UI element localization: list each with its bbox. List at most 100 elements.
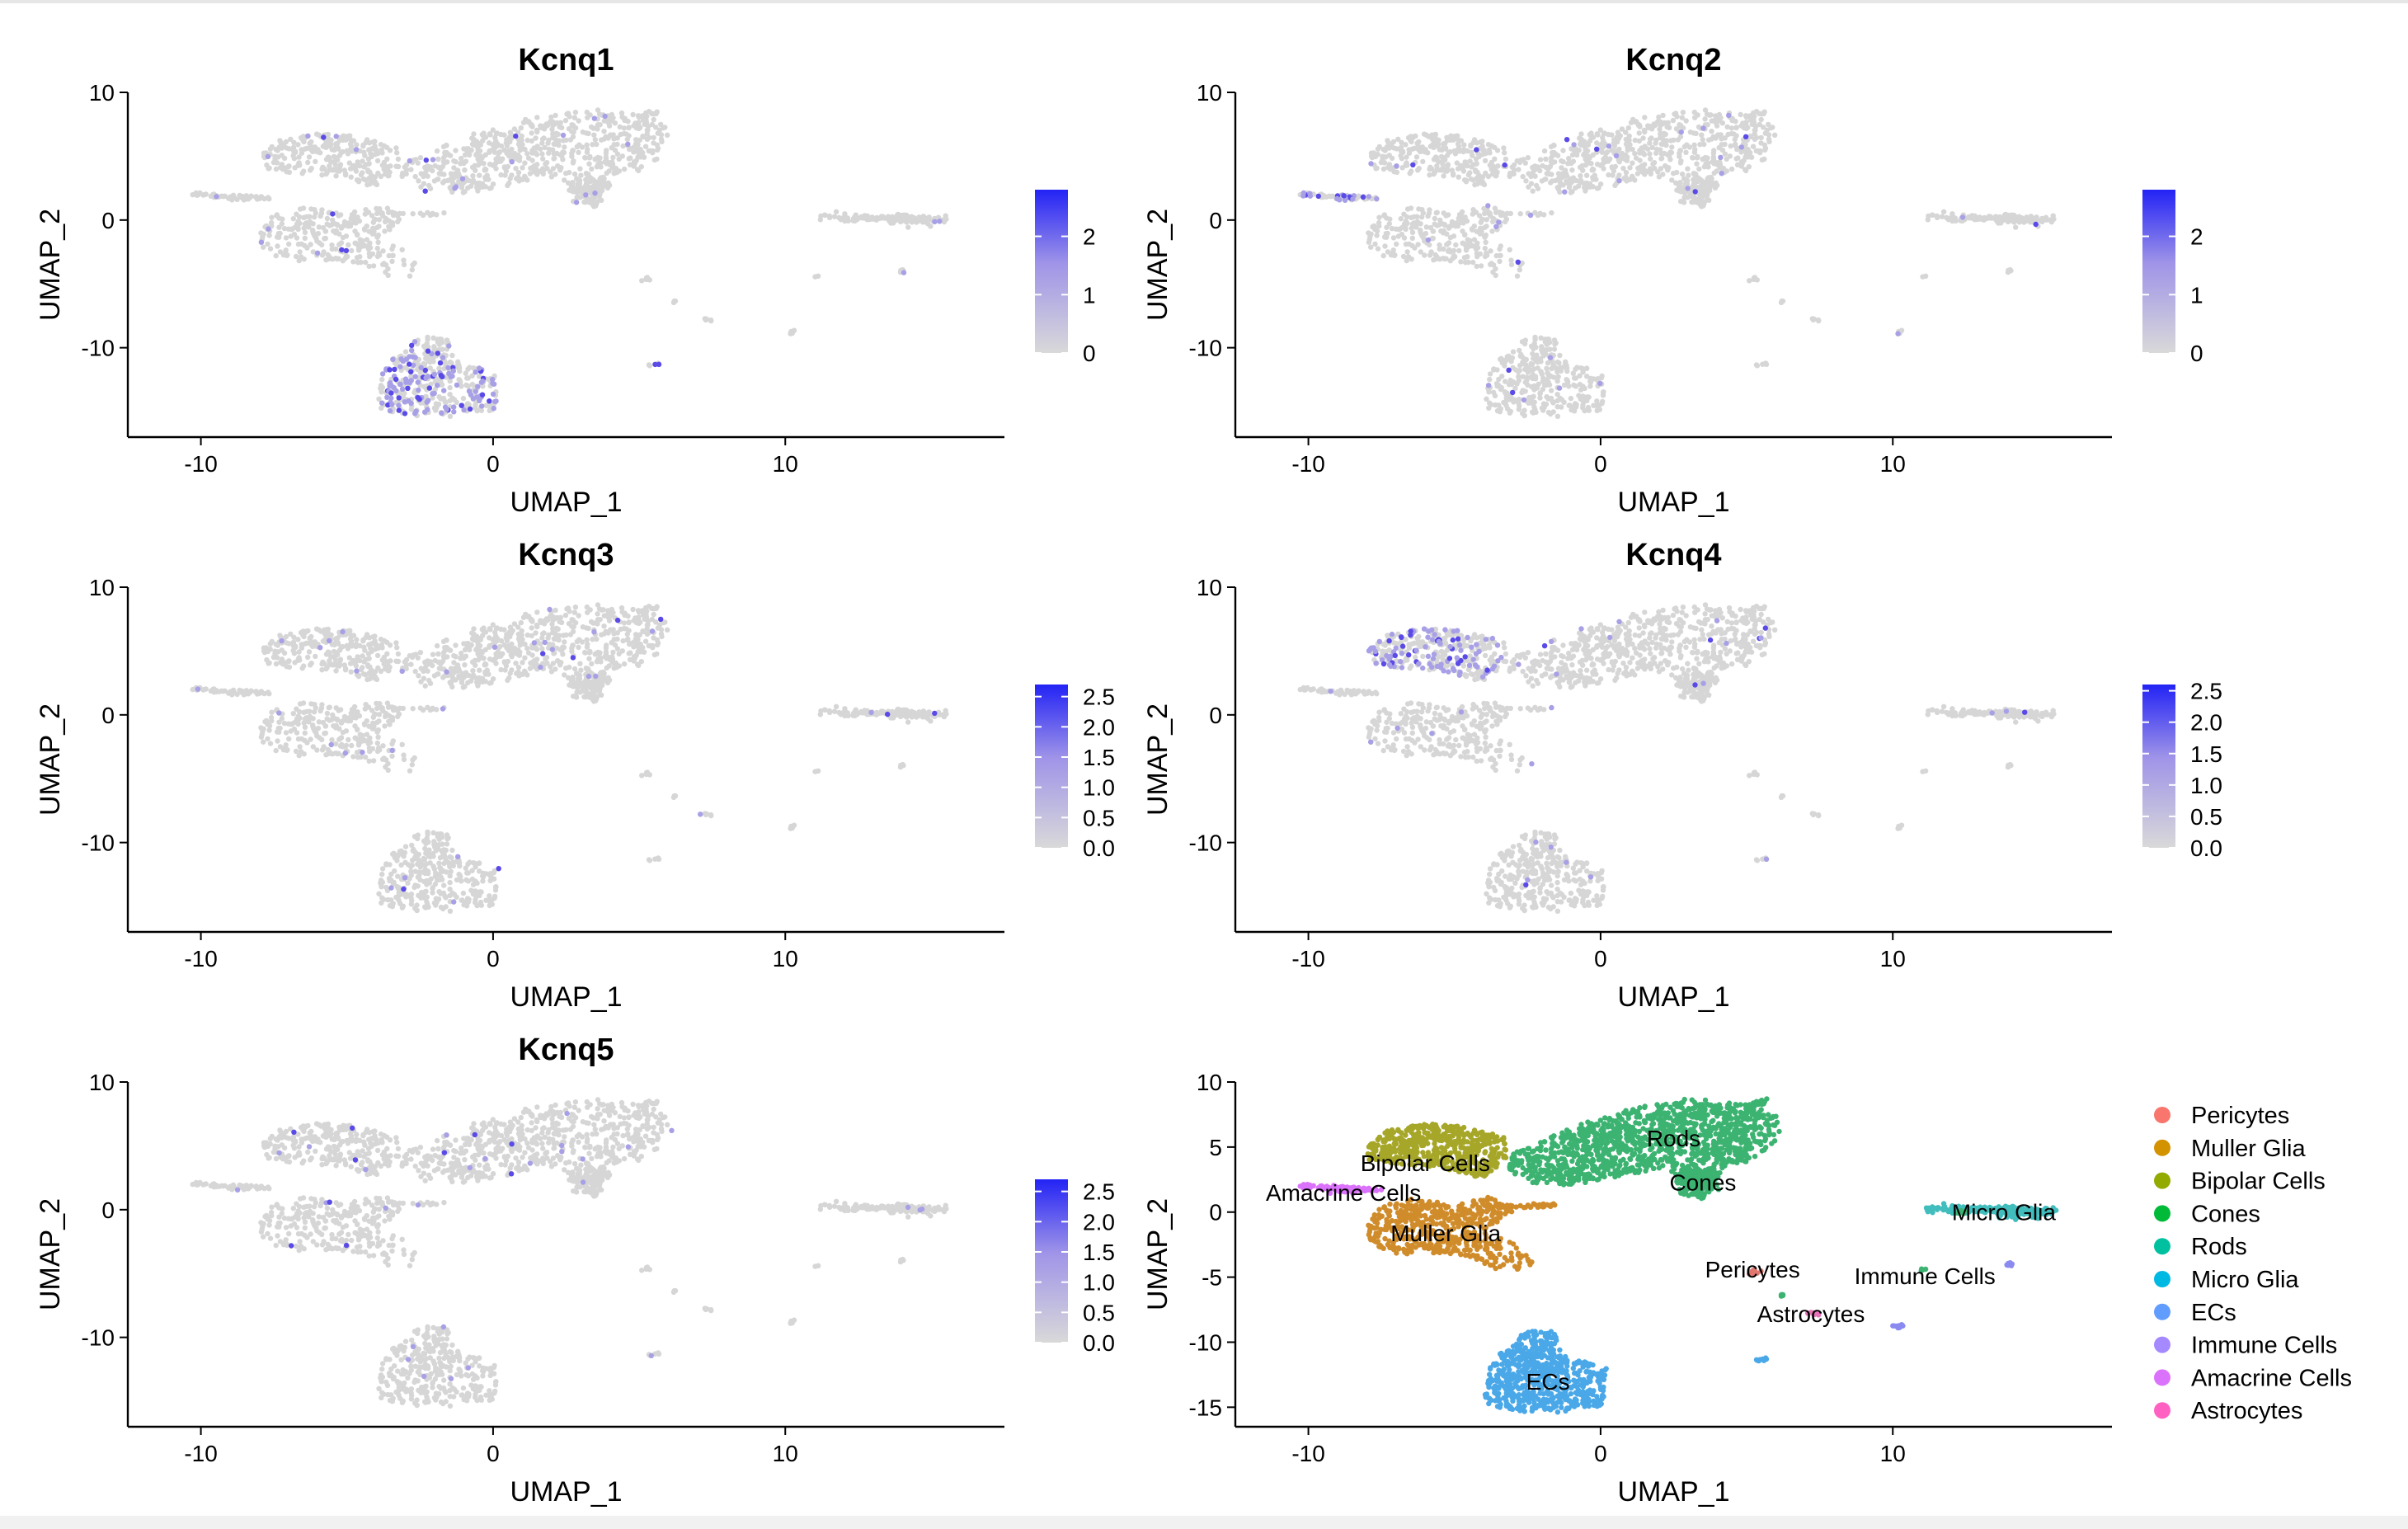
cell-point [822, 212, 828, 218]
expressing-point [1394, 163, 1399, 169]
cell-point [534, 623, 540, 630]
cell-point [451, 175, 457, 181]
cell-point [1503, 398, 1509, 404]
cell-point [522, 146, 528, 153]
cell-point [1719, 147, 1726, 153]
cell-point [463, 382, 469, 388]
cell-point [595, 611, 600, 617]
cell-point [654, 651, 660, 657]
cell-point [549, 126, 555, 132]
cell-point [473, 647, 479, 652]
cell-point [312, 207, 317, 213]
cell-point [1664, 124, 1670, 130]
cell-point [1489, 219, 1496, 225]
expressing-point [467, 406, 473, 412]
expressing-point [426, 398, 431, 403]
cell-point [569, 122, 575, 128]
expressing-point [422, 188, 428, 194]
cell-point [708, 318, 714, 324]
cell-point [374, 233, 380, 239]
expressing-point [407, 354, 412, 360]
cell-point [1641, 152, 1648, 158]
cell-point [1734, 162, 1741, 167]
cell-point [290, 216, 296, 222]
expressing-point [513, 133, 519, 139]
colorbar [2142, 190, 2175, 353]
cell-point [1604, 149, 1611, 155]
cell-point [1432, 135, 1439, 142]
cell-point [595, 161, 601, 167]
cell-point [665, 132, 670, 138]
cell-point [570, 160, 576, 166]
cell-point [1569, 189, 1575, 195]
cell-point [296, 160, 302, 166]
cell-point [477, 158, 482, 164]
cell-point [522, 641, 528, 647]
cell-point [310, 229, 316, 235]
cell-point [313, 235, 319, 241]
expressing-point [439, 410, 444, 416]
cell-point [560, 157, 566, 162]
cell-point [1389, 225, 1395, 232]
expressing-point [393, 376, 399, 383]
y-axis-label: UMAP_2 [35, 209, 66, 321]
cell-point [623, 131, 629, 137]
cell-point [1559, 397, 1565, 402]
cell-point [543, 121, 549, 127]
cell-point [435, 651, 441, 657]
cell-point [1656, 174, 1663, 180]
cell-point [1399, 156, 1405, 162]
cell-point [517, 147, 523, 153]
expressing-point [449, 373, 455, 379]
cell-point [295, 226, 301, 233]
cell-point [447, 398, 453, 404]
cell-point [631, 123, 637, 129]
colorbar-label: 2 [2190, 224, 2203, 250]
cell-point [589, 661, 595, 667]
cell-point [471, 142, 477, 148]
cell-point [346, 220, 352, 226]
cell-point [1746, 164, 1752, 170]
cell-point [1493, 266, 1498, 272]
cell-point [494, 143, 500, 149]
cell-point [427, 357, 433, 363]
cell-point [1530, 350, 1536, 357]
cell-point [659, 633, 665, 639]
expressing-point [430, 157, 436, 162]
cell-point [363, 207, 369, 213]
expressing-point [1493, 223, 1499, 229]
cell-point [434, 642, 440, 649]
cell-point [1601, 130, 1607, 136]
cell-point [1628, 120, 1634, 125]
cell-point [1538, 369, 1544, 374]
cell-point [618, 110, 625, 116]
cell-point [498, 637, 505, 644]
cell-point [501, 627, 507, 633]
expressing-point [1485, 383, 1492, 388]
cell-point [425, 334, 430, 341]
cell-point [594, 636, 600, 642]
cell-point [360, 158, 365, 164]
cell-point [1470, 211, 1476, 217]
cell-point [470, 173, 476, 179]
cell-point [1464, 247, 1470, 252]
cell-point [418, 184, 424, 190]
cell-point [1757, 121, 1762, 128]
cell-point [487, 162, 493, 167]
cell-point [273, 166, 280, 172]
cell-point [1757, 148, 1763, 154]
cell-point [572, 605, 579, 610]
cell-point [505, 182, 510, 189]
expressing-point [652, 361, 658, 368]
cell-point [327, 223, 332, 228]
cell-point [1555, 171, 1562, 176]
cell-point [1474, 181, 1480, 187]
cell-point [577, 186, 583, 191]
cell-point [1772, 132, 1778, 138]
cell-point [320, 659, 326, 665]
cell-point [1478, 263, 1484, 269]
cell-point [451, 397, 458, 402]
cell-point [1700, 137, 1705, 143]
cell-point [515, 174, 521, 180]
cell-point [1680, 110, 1686, 115]
